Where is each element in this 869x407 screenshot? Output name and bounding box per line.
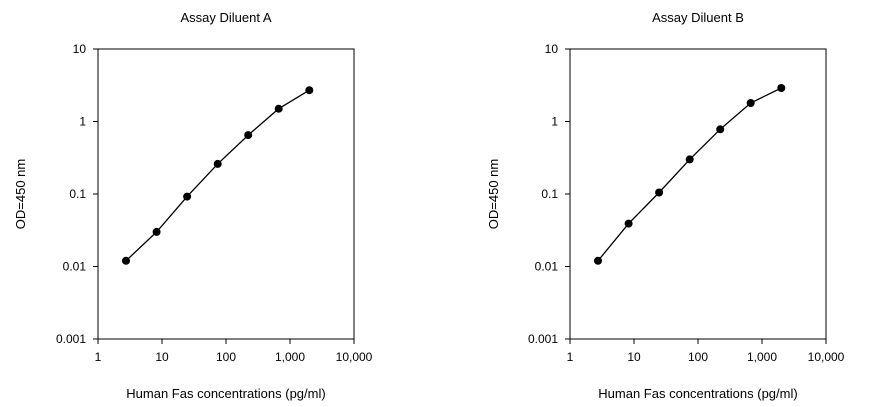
chart-b-data-point <box>594 256 602 265</box>
chart-b-x-tick-label: 10 <box>627 350 641 364</box>
chart-b-y-tick-label: 10 <box>545 42 559 56</box>
chart-a-y-tick-label: 10 <box>73 42 87 56</box>
chart-b-x-tick-label: 100 <box>688 350 708 364</box>
chart-a-y-tick-label: 0.001 <box>56 332 86 346</box>
chart-b-x-tick-label: 10,000 <box>808 350 845 364</box>
chart-b-x-tick-label: 1,000 <box>747 350 777 364</box>
chart-b-y-tick-label: 0.001 <box>528 332 558 346</box>
chart-a-x-tick-label: 1 <box>95 350 102 364</box>
chart-a-data-point <box>213 159 222 168</box>
chart-b: Assay Diluent B OD=450 nm Human Fas conc… <box>486 10 845 401</box>
chart-b-y-axis-label: OD=450 nm <box>486 159 501 229</box>
chart-b-series-line <box>597 87 782 262</box>
chart-b-title: Assay Diluent B <box>652 10 744 25</box>
chart-b-y-tick-label: 0.01 <box>535 260 559 274</box>
chart-a-x-tick-label: 10,000 <box>336 350 373 364</box>
chart-b-data-point <box>685 155 694 164</box>
chart-a-y-tick-label: 0.1 <box>69 187 86 201</box>
chart-a-x-axis-label: Human Fas concentrations (pg/ml) <box>126 386 325 401</box>
chart-a-data-point <box>122 256 130 265</box>
chart-b-data-point <box>655 188 664 197</box>
chart-b-data-point <box>624 219 633 228</box>
chart-b-data-point <box>716 125 725 134</box>
chart-a-data-point <box>244 131 253 140</box>
chart-b-y-tick-label: 0.1 <box>541 187 558 201</box>
chart-a-y-tick-label: 1 <box>79 115 86 129</box>
chart-b-y-tick-label: 1 <box>551 115 558 129</box>
chart-b-ticks: 1 10 100 1,000 10,000 10 1 0.1 0.01 0.001 <box>528 42 845 364</box>
chart-b-marks <box>594 84 786 265</box>
chart-a-series-line <box>125 89 310 262</box>
chart-b-x-tick-label: 1 <box>567 350 574 364</box>
chart-a-y-axis-label: OD=450 nm <box>13 159 28 229</box>
chart-a-ticks: 1 10 100 1,000 10,000 10 1 0.1 0.01 0.001 <box>56 42 373 364</box>
chart-a-marks <box>122 86 314 265</box>
chart-a-data-point <box>274 104 283 113</box>
chart-a-data-point <box>183 192 192 201</box>
chart-a-y-tick-label: 0.01 <box>63 260 87 274</box>
chart-a-x-tick-label: 10 <box>155 350 169 364</box>
chart-a-data-point <box>305 86 314 95</box>
chart-a-x-tick-label: 100 <box>216 350 236 364</box>
chart-a-title: Assay Diluent A <box>180 10 271 25</box>
chart-a-data-point <box>152 227 161 236</box>
chart-b-x-axis-label: Human Fas concentrations (pg/ml) <box>598 386 797 401</box>
chart-a-plot-area <box>97 48 355 340</box>
chart-b-plot-area <box>569 48 827 340</box>
chart-b-data-point <box>777 84 786 92</box>
chart-a-x-tick-label: 1,000 <box>275 350 305 364</box>
chart-a: Assay Diluent A OD=450 nm Human Fas conc… <box>13 10 373 401</box>
chart-b-data-point <box>746 99 755 107</box>
